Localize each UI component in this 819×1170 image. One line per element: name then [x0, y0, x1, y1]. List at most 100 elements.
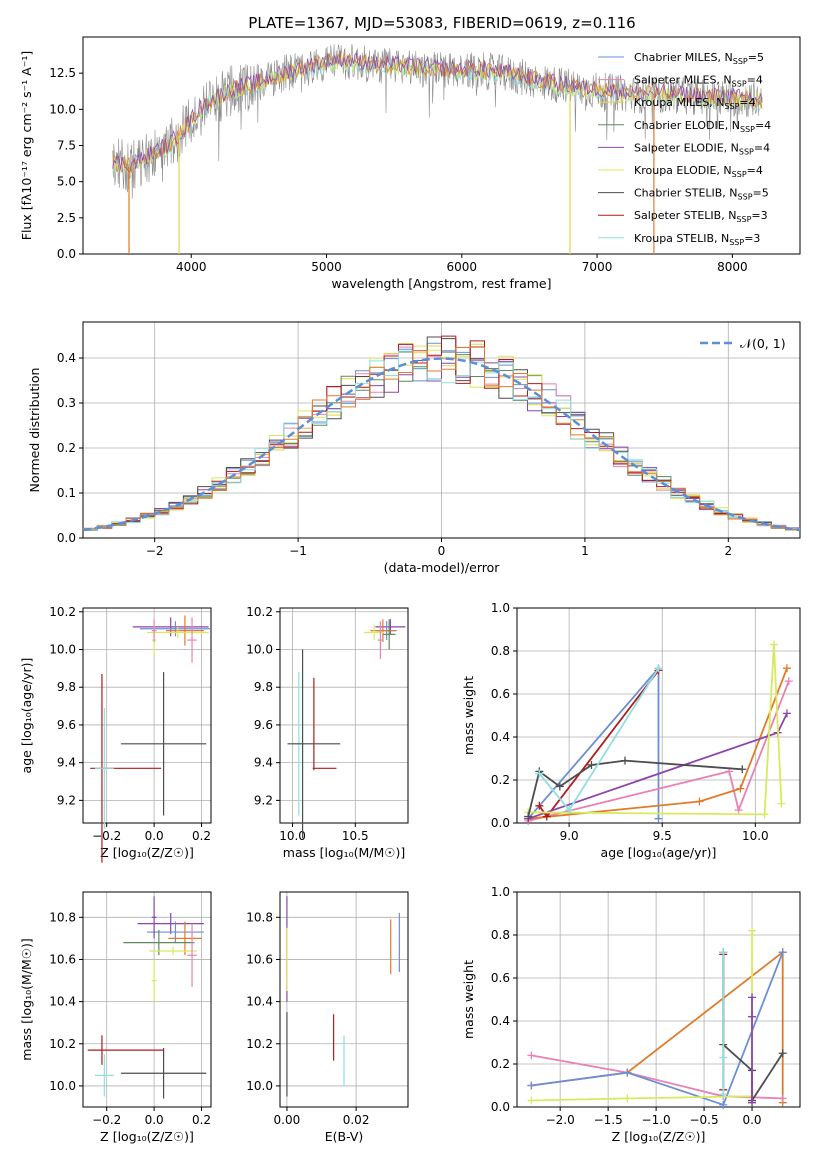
y-tick-label: 0.2 [57, 441, 76, 455]
y-tick-label: 0.4 [491, 730, 510, 744]
y-axis-label: Flux [fλ10⁻¹⁷ erg cm⁻² s⁻¹ A⁻¹] [19, 51, 34, 240]
weight-marker [527, 1096, 536, 1105]
weight-marker [748, 926, 757, 935]
legend-subscript: SSP [724, 102, 739, 111]
x-tick-label: 0 [438, 544, 446, 558]
weight-marker [748, 1012, 757, 1021]
legend-entry: 𝒩(0, 1) [740, 336, 786, 351]
y-tick-label: 10.6 [246, 952, 273, 966]
massweight-vs-metallicity-panel: −2.0 −1.5 −1.0 −0.5 0.0 0.0 0.2 0.4 0.6 0.8 1.0 Z [… [461, 885, 801, 1144]
legend-entry: Salpeter MILES, NSSP=4 [634, 74, 763, 89]
weight-marker [782, 664, 791, 673]
legend-subscript: SSP [732, 170, 747, 179]
y-tick-label: 0.0 [491, 816, 510, 830]
y-tick-label: 0.0 [57, 531, 76, 545]
weight-series-line [531, 951, 784, 1106]
y-tick-label: 10.0 [49, 642, 76, 656]
legend-subscript: SSP [740, 125, 755, 134]
legend-suffix: =5 [753, 187, 769, 200]
weight-marker [623, 1094, 632, 1103]
weight-marker [719, 948, 728, 957]
x-tick-label: 1 [581, 544, 589, 558]
x-tick-label: 7000 [582, 260, 613, 274]
y-tick-label: 7.5 [57, 139, 76, 153]
weight-marker [535, 769, 544, 778]
y-tick-label: 0.0 [57, 247, 76, 261]
legend-subscript: SSP [736, 215, 751, 224]
model-spectrum-line [112, 51, 763, 174]
legend-subscript: SSP [729, 238, 744, 247]
y-tick-label: 10.0 [246, 1079, 273, 1093]
weight-marker [555, 782, 564, 791]
y-tick-label: 10.4 [246, 995, 273, 1009]
axes-frame [82, 607, 212, 824]
weight-marker [527, 1051, 536, 1060]
histogram-step [83, 346, 800, 531]
y-tick-label: 9.8 [57, 680, 76, 694]
weight-marker [695, 797, 704, 806]
gaussian-curve [82, 357, 801, 532]
y-tick-label: 0.6 [491, 687, 510, 701]
legend-subscript: SSP [732, 80, 747, 89]
weight-marker [777, 799, 786, 808]
legend-entry: Salpeter ELODIE, NSSP=4 [634, 141, 770, 156]
x-tick-label: 9.5 [653, 829, 672, 843]
legend-subscript: SSP [733, 57, 748, 66]
x-tick-label: 0.0 [742, 1113, 761, 1127]
spectrum-panel: 4000 5000 6000 7000 8000 0.0 2.5 5.0 7.5 10.0 12.5… [19, 36, 801, 291]
y-tick-label: 10.4 [49, 995, 76, 1009]
weight-marker [565, 806, 574, 815]
weight-marker [623, 1068, 632, 1077]
y-tick-label: 10.2 [246, 1037, 273, 1051]
x-axis-label: mass [log₁₀(M/M☉)] [283, 845, 405, 860]
y-tick-label: 10.6 [49, 952, 76, 966]
weight-marker [784, 677, 793, 686]
legend-subscript: SSP [738, 193, 753, 202]
x-axis-label: Z [log₁₀(Z/Z☉)] [100, 845, 194, 860]
weight-marker [782, 709, 791, 718]
weight-series-line [531, 930, 753, 1102]
legend-entry: Chabrier MILES, NSSP=5 [634, 51, 764, 66]
y-axis-label: age [log₁₀(age/yr)] [19, 658, 34, 774]
y-tick-label: 0.8 [491, 644, 510, 658]
y-tick-label: 0.0 [491, 1100, 510, 1114]
x-tick-label: 5000 [311, 260, 342, 274]
x-tick-label: −2 [146, 544, 164, 558]
y-tick-label: 0.4 [57, 351, 76, 365]
weight-marker [738, 765, 747, 774]
weight-marker [778, 1094, 787, 1103]
x-tick-label: −1 [289, 544, 307, 558]
weight-marker [719, 1090, 728, 1099]
x-tick-label: −0.2 [92, 1113, 121, 1127]
y-tick-label: 10.0 [49, 1079, 76, 1093]
legend-suffix: =4 [747, 164, 763, 177]
y-tick-label: 0.4 [491, 1014, 510, 1028]
legend-entry: Chabrier ELODIE, NSSP=4 [634, 119, 771, 134]
weight-series-line [528, 644, 783, 816]
weight-marker [527, 1081, 536, 1090]
weight-marker [778, 1049, 787, 1058]
x-axis-label: age [log₁₀(age/yr)] [601, 845, 717, 860]
x-tick-label: 0.02 [343, 1113, 370, 1127]
y-tick-label: 10.2 [246, 605, 273, 619]
weight-marker [748, 993, 757, 1002]
x-tick-label: −0.5 [689, 1113, 718, 1127]
y-tick-label: 9.8 [254, 680, 273, 694]
legend-entry: Chabrier STELIB, NSSP=5 [634, 187, 769, 202]
legend-suffix: =5 [748, 51, 764, 64]
weight-marker [542, 812, 551, 821]
x-axis-label: wavelength [Angstrom, rest frame] [331, 276, 551, 291]
x-tick-label: 0.00 [274, 1113, 301, 1127]
weight-marker [769, 640, 778, 649]
y-tick-label: 9.2 [254, 793, 273, 807]
y-tick-label: 10.0 [246, 642, 273, 656]
legend-entry: Kroupa STELIB, NSSP=3 [634, 232, 760, 247]
x-tick-label: 10.0 [279, 829, 306, 843]
legend-subscript: SSP [739, 147, 754, 156]
axes-frame [516, 891, 801, 1108]
x-tick-label: 0.0 [145, 1113, 164, 1127]
y-tick-label: 0.2 [491, 773, 510, 787]
y-tick-label: 0.1 [57, 486, 76, 500]
y-tick-label: 9.6 [254, 718, 273, 732]
x-tick-label: 8000 [717, 260, 748, 274]
